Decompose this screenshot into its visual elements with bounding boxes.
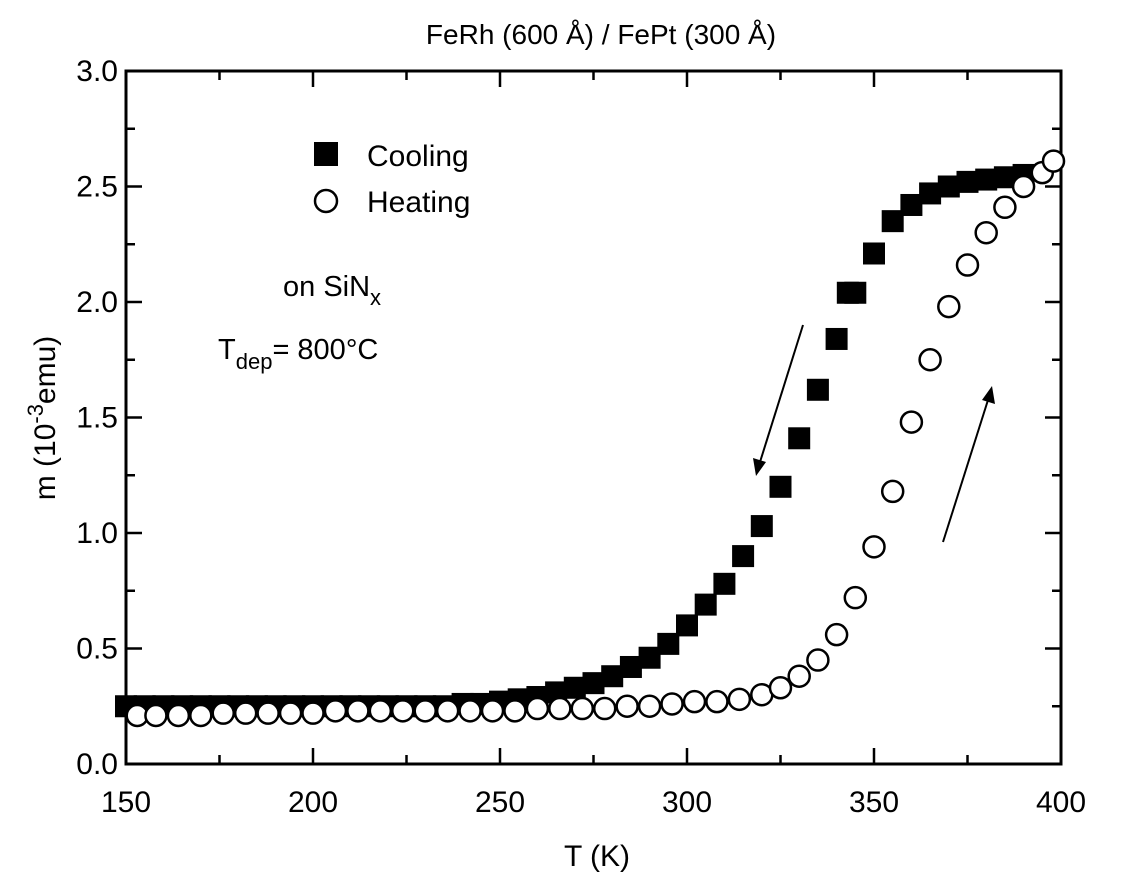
heating-point: [166, 703, 191, 728]
heating-point: [301, 701, 325, 725]
cooling-point: [694, 593, 717, 616]
heating-point: [727, 687, 752, 712]
cooling-point: [676, 614, 698, 637]
y-tick-label: 0.5: [76, 633, 118, 666]
cooling-point: [919, 182, 942, 205]
heating-point: [592, 696, 617, 721]
heating-point: [993, 195, 1017, 220]
series-cooling: [115, 163, 1035, 718]
cooling-point: [732, 545, 755, 568]
y-tick-label: 2.0: [76, 286, 118, 319]
heating-point: [955, 253, 980, 277]
heating-point: [899, 410, 924, 434]
heating-point: [323, 699, 348, 723]
heating-point: [435, 699, 460, 723]
heating-point: [824, 622, 849, 647]
heating-point: [189, 703, 213, 728]
heating-point: [705, 689, 729, 714]
x-tick-labels: 150 200 250 300 350 400: [101, 786, 1086, 819]
cooling-point: [844, 281, 867, 304]
cooling-point: [863, 242, 885, 265]
cooling-point: [956, 170, 979, 193]
cooling-arrow: [753, 324, 804, 476]
legend-label-heating: Heating: [367, 186, 470, 219]
heating-point: [880, 479, 905, 504]
heating-point: [974, 220, 998, 245]
plot-area: [124, 69, 1063, 766]
cooling-point: [582, 672, 605, 695]
heating-point: [413, 699, 437, 723]
x-tick-label: 400: [1036, 786, 1086, 819]
heating-point: [768, 676, 793, 700]
heating-point: [525, 696, 550, 721]
deposition-temperature-annotation: Tdep= 800°C: [218, 334, 378, 374]
heating-point: [615, 694, 639, 718]
x-tick-label: 150: [101, 786, 151, 819]
y-tick-label: 1.5: [76, 402, 118, 435]
cooling-point: [713, 572, 736, 595]
heating-point: [278, 701, 303, 725]
heating-point: [937, 294, 961, 319]
heating-point: [1041, 149, 1066, 173]
legend-marker-cooling: [314, 142, 338, 166]
heating-point: [548, 696, 572, 721]
x-tick-label: 350: [849, 786, 899, 819]
cooling-point: [881, 210, 904, 233]
heating-point: [144, 703, 168, 728]
y-tick-label: 2.5: [76, 171, 118, 204]
heating-point: [806, 648, 830, 672]
y-tick-labels: 0.0 0.5 1.0 1.5 2.0 2.5 3.0: [76, 55, 118, 781]
x-tick-label: 250: [475, 786, 525, 819]
y-tick-label: 1.0: [76, 517, 118, 550]
x-axis-label: T (K): [564, 840, 630, 873]
x-tick-label: 300: [662, 786, 712, 819]
heating-arrow: [942, 386, 995, 543]
heating-point: [391, 699, 415, 723]
cooling-point: [750, 515, 773, 538]
legend-label-cooling: Cooling: [367, 140, 469, 173]
heating-point: [346, 699, 370, 723]
y-axis-label: m (10-3emu): [23, 336, 62, 501]
cooling-point: [769, 475, 792, 498]
y-tick-label: 0.0: [76, 748, 118, 781]
heating-point: [918, 348, 942, 372]
cooling-point: [563, 676, 586, 699]
x-tick-label: 200: [288, 786, 338, 819]
heating-point: [211, 701, 235, 725]
heating-point: [233, 701, 258, 725]
heating-point: [843, 585, 868, 610]
cooling-point: [825, 327, 848, 350]
cooling-point: [601, 665, 624, 688]
heating-point: [862, 535, 886, 559]
heating-point: [1011, 174, 1036, 199]
data-points: [115, 149, 1066, 728]
heating-point: [368, 699, 393, 723]
chart-title: FeRh (600 Å) / FePt (300 Å): [426, 19, 776, 50]
heating-point: [637, 694, 662, 718]
cooling-point: [657, 632, 680, 655]
cooling-point: [993, 166, 1016, 189]
series-heating: [125, 149, 1066, 728]
heating-point: [458, 699, 482, 723]
cooling-point: [638, 646, 661, 669]
cooling-point: [806, 378, 829, 401]
cooling-point: [937, 175, 960, 198]
legend: Cooling Heating: [313, 140, 470, 219]
heating-point: [660, 692, 684, 716]
heating-point: [787, 664, 811, 688]
cooling-point: [619, 655, 642, 678]
cooling-point: [900, 193, 923, 216]
heating-point: [570, 696, 595, 721]
substrate-annotation: on SiNx: [283, 271, 381, 310]
legend-marker-heating: [313, 188, 339, 214]
y-tick-label: 3.0: [76, 55, 118, 88]
cooling-point: [788, 427, 811, 450]
heating-point: [503, 699, 527, 723]
cooling-point: [975, 168, 998, 191]
heating-point: [256, 701, 280, 725]
heating-point: [480, 699, 505, 723]
heating-point: [682, 689, 707, 714]
